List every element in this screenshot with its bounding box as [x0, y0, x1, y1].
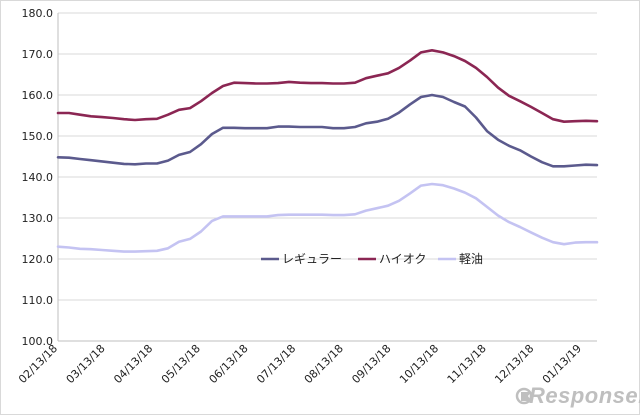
y-axis-tick-labels: 100.0 110.0 120.0 130.0 140.0 150.0 160.0 170.0…	[22, 7, 54, 348]
y-tick-label: 100.0	[22, 335, 54, 348]
legend-label: 軽油	[459, 252, 483, 266]
x-tick-label: 10/13/18	[397, 342, 441, 386]
response-watermark: Response.	[515, 383, 640, 408]
x-axis-tick-labels: 02/13/18 03/13/18 04/13/18 05/13/18 06/13/18…	[16, 342, 584, 386]
y-tick-label: 120.0	[22, 253, 54, 266]
x-tick-label: 08/13/18	[302, 342, 346, 386]
x-tick-label: 07/13/18	[254, 342, 298, 386]
series-line-3	[56, 182, 599, 253]
series-line-1	[56, 93, 599, 168]
x-tick-label: 09/13/18	[349, 342, 393, 386]
response-logo-icon	[515, 387, 533, 405]
x-tick-label: 04/13/18	[111, 342, 155, 386]
x-tick-label: 05/13/18	[159, 342, 203, 386]
y-tick-label: 130.0	[22, 212, 54, 225]
legend: レギュラー ハイオク 軽油	[261, 252, 483, 266]
y-tick-label: 160.0	[22, 89, 54, 102]
x-tick-label: 01/13/19	[540, 342, 584, 386]
watermark-text: Response.	[529, 383, 640, 408]
y-tick-label: 140.0	[22, 171, 54, 184]
y-tick-label: 180.0	[22, 7, 54, 20]
axes	[57, 13, 597, 342]
y-tick-label: 170.0	[22, 48, 54, 61]
x-tick-label: 12/13/18	[492, 342, 536, 386]
x-tick-label: 03/13/18	[64, 342, 108, 386]
series-lines	[56, 48, 599, 253]
y-tick-label: 150.0	[22, 130, 54, 143]
series-line-2	[56, 48, 599, 123]
legend-label: レギュラー	[282, 252, 342, 266]
x-tick-label: 02/13/18	[16, 342, 60, 386]
x-tick-label: 11/13/18	[445, 342, 489, 386]
legend-label: ハイオク	[379, 252, 427, 266]
y-tick-label: 110.0	[22, 294, 54, 307]
gridlines	[58, 12, 597, 301]
x-tick-label: 06/13/18	[207, 342, 251, 386]
